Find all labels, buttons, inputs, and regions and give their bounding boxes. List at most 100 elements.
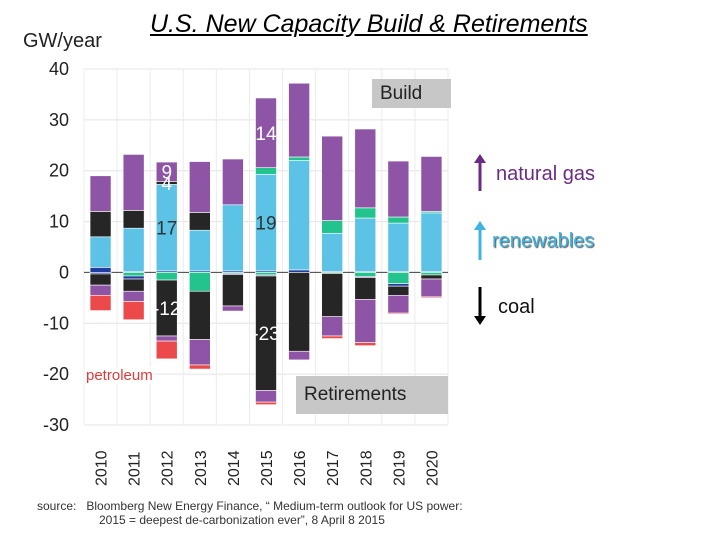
- x-tick-label: 2010: [94, 450, 111, 486]
- bar-value-label: 14: [255, 124, 277, 145]
- bar-retirement-gas: [354, 299, 377, 343]
- bar-retirement-gas: [189, 339, 211, 366]
- bar-retirement-petroleum: [122, 301, 145, 321]
- x-tick-label: 2012: [160, 450, 177, 486]
- bar-build-coal: [122, 210, 145, 229]
- up-arrow-icon: [474, 221, 486, 260]
- bar-value-label: 17: [156, 219, 177, 240]
- bar-value-label: -23: [252, 324, 279, 345]
- bar-build-other_green: [288, 156, 310, 161]
- bar-retirement-other_green: [189, 272, 211, 292]
- bar-build-gas: [321, 135, 343, 221]
- bar-retirement-gas: [122, 290, 145, 302]
- bar-retirement-coal: [288, 272, 310, 352]
- legend-renewables: renewables: [492, 230, 595, 252]
- bar-build-renewables: [354, 217, 377, 272]
- bar-build-renewables: [122, 227, 145, 272]
- bar-retirement-coal: [89, 273, 112, 286]
- bar-value-label: 9: [161, 163, 172, 184]
- legend-natural-gas: natural gas: [496, 163, 595, 185]
- bar-retirement-coal: [354, 277, 377, 300]
- bar-retirement-other_green: [387, 272, 410, 284]
- bar-build-other_green: [255, 167, 277, 175]
- up-arrow-icon: [474, 154, 486, 191]
- bar-retirement-gas: [288, 350, 310, 361]
- bar-retirement-coal: [222, 274, 244, 307]
- y-tick-label: -30: [43, 415, 69, 435]
- bar-retirement-other_blue: [387, 283, 410, 287]
- bar-retirement-petroleum: [155, 340, 178, 360]
- bar-build-coal: [189, 212, 211, 231]
- y-tick-label: 0: [59, 262, 69, 282]
- x-tick-label: 2018: [358, 450, 375, 486]
- bar-retirement-petroleum: [89, 295, 112, 311]
- bar-retirement-gas: [255, 390, 277, 403]
- source-label: source:: [37, 499, 77, 513]
- bar-build-coal: [89, 211, 112, 238]
- bar-retirement-other_blue: [122, 275, 145, 280]
- chart-title: U.S. New Capacity Build & Retirements: [150, 10, 588, 38]
- bar-build-other_blue: [89, 267, 112, 273]
- legend-coal: coal: [498, 296, 535, 318]
- bar-build-gas: [222, 158, 244, 206]
- bar-build-gas: [420, 156, 443, 212]
- bar-build-other_green: [321, 220, 343, 234]
- bar-value-label: 4: [161, 174, 172, 195]
- bar-retirement-other_green: [122, 272, 145, 277]
- bar-build-gas: [387, 160, 410, 218]
- bar-build-renewables: [387, 222, 410, 272]
- bar-build-gas: [155, 161, 178, 182]
- bar-retirement-petroleum: [420, 296, 443, 299]
- bar-build-renewables: [420, 212, 443, 272]
- x-tick-label: 2014: [226, 450, 243, 486]
- x-tick-label: 2015: [259, 450, 276, 486]
- bar-retirement-gas: [321, 316, 343, 337]
- legend-petroleum: petroleum: [85, 367, 154, 384]
- bar-build-gas: [255, 97, 277, 168]
- bar-build-renewables: [89, 236, 112, 268]
- bar-build-gas: [354, 128, 377, 209]
- bar-build-gas: [89, 175, 112, 212]
- bar-retirement-petroleum: [321, 335, 343, 339]
- y-tick-label: -10: [43, 313, 69, 333]
- bar-value-label: -12: [153, 299, 180, 320]
- y-tick-label: -20: [43, 364, 69, 384]
- x-tick-label: 2016: [292, 450, 309, 486]
- bar-retirement-gas: [387, 295, 410, 314]
- bar-build-renewables: [189, 229, 211, 272]
- bar-build-other_green: [354, 207, 377, 219]
- bar-build-renewables: [288, 160, 310, 271]
- y-axis-unit: GW/year: [23, 30, 102, 52]
- build-tag: Build: [372, 79, 451, 108]
- bar-retirement-coal: [189, 290, 211, 340]
- bar-retirement-coal: [321, 273, 343, 317]
- bar-retirement-petroleum: [387, 312, 410, 315]
- x-tick-label: 2020: [424, 450, 441, 486]
- bar-retirement-other_green: [354, 272, 377, 277]
- bar-retirement-other_green: [420, 272, 443, 276]
- y-tick-label: 30: [49, 110, 69, 130]
- bar-build-gas: [189, 161, 211, 213]
- bar-build-renewables: [222, 204, 244, 272]
- y-tick-labels: 40 30 20 10 0 -10 -20 -30: [43, 59, 69, 435]
- x-tick-labels: 2010 2011 2012 2013 2014 2015 2016 2017 2018 2019…: [94, 450, 442, 486]
- bar-retirement-other_green: [255, 272, 277, 276]
- bar-retirement-coal: [122, 278, 145, 292]
- bar-build-gas: [288, 82, 310, 158]
- bar-value-label: 19: [255, 214, 276, 235]
- bar-build-gas: [122, 154, 145, 211]
- bars: [89, 82, 443, 405]
- bar-retirement-other_green: [155, 272, 178, 281]
- bar-build-other_blue: [288, 269, 310, 273]
- y-tick-label: 10: [49, 212, 69, 232]
- down-arrow-icon: [474, 287, 486, 325]
- retirements-tag: Retirements: [296, 376, 448, 414]
- bar-retirement-petroleum: [189, 364, 211, 370]
- bar-build-other_green: [387, 216, 410, 224]
- bar-retirement-coal: [387, 285, 410, 296]
- source-line-1: Bloomberg New Energy Finance, “ Medium-t…: [86, 499, 463, 513]
- x-tick-label: 2011: [127, 451, 144, 486]
- bar-retirement-gas: [420, 278, 443, 298]
- bar-retirement-petroleum: [255, 401, 277, 405]
